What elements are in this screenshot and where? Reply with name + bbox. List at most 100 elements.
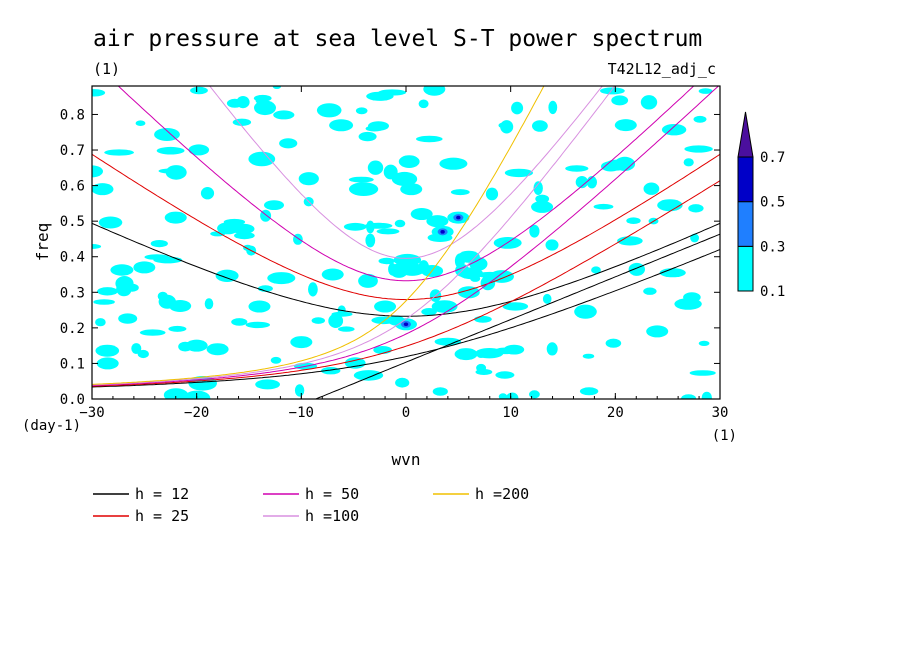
dispersion-curve xyxy=(92,153,720,301)
colorbar-label: 0.5 xyxy=(760,195,785,211)
contour-patch xyxy=(383,164,398,180)
contour-patch xyxy=(355,107,368,115)
contour-patch xyxy=(565,165,589,172)
contour-patch xyxy=(328,313,344,328)
contour-patch xyxy=(593,203,614,210)
contour-patch xyxy=(116,281,132,297)
contour-patch xyxy=(531,200,554,213)
contour-patch xyxy=(591,266,601,274)
chart-title: air pressure at sea level S-T power spec… xyxy=(93,26,702,52)
contour-patch xyxy=(338,326,355,332)
contour-patch xyxy=(450,189,470,196)
contour-patch xyxy=(272,86,282,89)
contour-patch xyxy=(575,176,589,189)
contour-patch xyxy=(693,115,707,123)
contour-patch xyxy=(611,95,629,106)
contour-patch xyxy=(689,370,716,376)
contour-patch xyxy=(690,233,699,243)
axis-ticks: −30 −20 −10 0 10 20 30 0.0 0.1 0.2 0.3 0.4 0.5 0.6 0.7… xyxy=(60,86,728,421)
contour-patch xyxy=(533,181,543,196)
contour-patch xyxy=(137,349,149,359)
contour-patch xyxy=(144,254,170,260)
y-tick-label: 0.3 xyxy=(60,285,85,301)
x-tick-label: 0 xyxy=(402,405,410,421)
contour-patch xyxy=(683,158,694,167)
contour-patch xyxy=(243,244,253,251)
contour-patch xyxy=(234,232,255,240)
contour-patch xyxy=(579,387,599,396)
contour-patch xyxy=(457,286,480,299)
legend-label: h = 50 xyxy=(305,485,359,503)
contour-patch-peak xyxy=(456,215,461,220)
contour-patch xyxy=(393,253,422,267)
contour-patch xyxy=(535,194,550,204)
colorbar-segment xyxy=(737,201,754,247)
contour-patch xyxy=(698,340,710,346)
contour-patch xyxy=(378,257,395,265)
contour-patch xyxy=(95,318,106,327)
contour-patch xyxy=(253,94,272,102)
contour-patch xyxy=(398,155,420,169)
contour-patch xyxy=(617,236,643,246)
contour-patch xyxy=(600,87,625,95)
contour-patch xyxy=(232,118,252,127)
contour-patch xyxy=(204,298,214,310)
contour-patch xyxy=(365,125,384,132)
contour-patch xyxy=(358,131,377,142)
contour-patch xyxy=(92,244,102,249)
contour-patch xyxy=(643,182,660,195)
contour-patch xyxy=(321,268,344,281)
contour-patch xyxy=(614,119,637,132)
contour-patch xyxy=(434,337,461,346)
y-axis-label: freq xyxy=(33,223,52,262)
contour-patch xyxy=(154,128,180,141)
contour-patch xyxy=(367,160,384,175)
colorbar-extend xyxy=(737,111,754,158)
contour-patch xyxy=(92,183,114,196)
contour-patch xyxy=(457,250,480,263)
contour-patch xyxy=(546,342,558,356)
colorbar-segment xyxy=(737,156,754,203)
contour-patch xyxy=(200,187,215,200)
contour-patch xyxy=(131,343,142,354)
dispersion-curve xyxy=(92,86,720,387)
contour-patch xyxy=(426,215,449,228)
contour-patch xyxy=(421,308,437,316)
y-tick-label: 0.6 xyxy=(60,179,85,195)
contour-patch xyxy=(470,275,481,282)
dispersion-curve xyxy=(92,86,616,386)
contour-patch xyxy=(529,390,540,399)
contour-patch xyxy=(701,391,712,399)
x-tick-label: −20 xyxy=(184,405,209,421)
dispersion-curve xyxy=(92,86,545,385)
legend-label: h = 12 xyxy=(135,485,189,503)
contour-patch xyxy=(279,138,298,149)
contour-patch xyxy=(139,329,166,336)
contour-patch xyxy=(439,157,468,170)
contour-patch xyxy=(298,172,319,186)
colorbar-label: 0.7 xyxy=(760,150,785,166)
contour-patch xyxy=(110,264,134,276)
contour-patch-peak xyxy=(440,230,445,234)
contour-patch xyxy=(476,350,486,358)
contour-patch xyxy=(185,339,208,352)
y-tick-label: 0.0 xyxy=(60,392,85,408)
contour-patch xyxy=(270,356,282,364)
contour-patch xyxy=(698,88,713,94)
contour-patch xyxy=(366,220,375,234)
contour-patch xyxy=(389,263,409,278)
x-tick-label: 10 xyxy=(502,405,519,421)
contour-patch xyxy=(349,182,379,197)
contour-patch xyxy=(476,271,504,278)
contour-patch xyxy=(542,293,552,304)
contour-patch xyxy=(511,101,524,115)
contour-patch xyxy=(548,100,558,115)
contour-patch xyxy=(98,216,123,229)
contour-patch xyxy=(681,394,697,399)
contour-patch xyxy=(628,262,645,276)
contour-patch xyxy=(395,377,410,388)
legend-label: h = 25 xyxy=(135,507,189,525)
contour-patch xyxy=(193,384,203,390)
contour-patch xyxy=(498,122,512,129)
